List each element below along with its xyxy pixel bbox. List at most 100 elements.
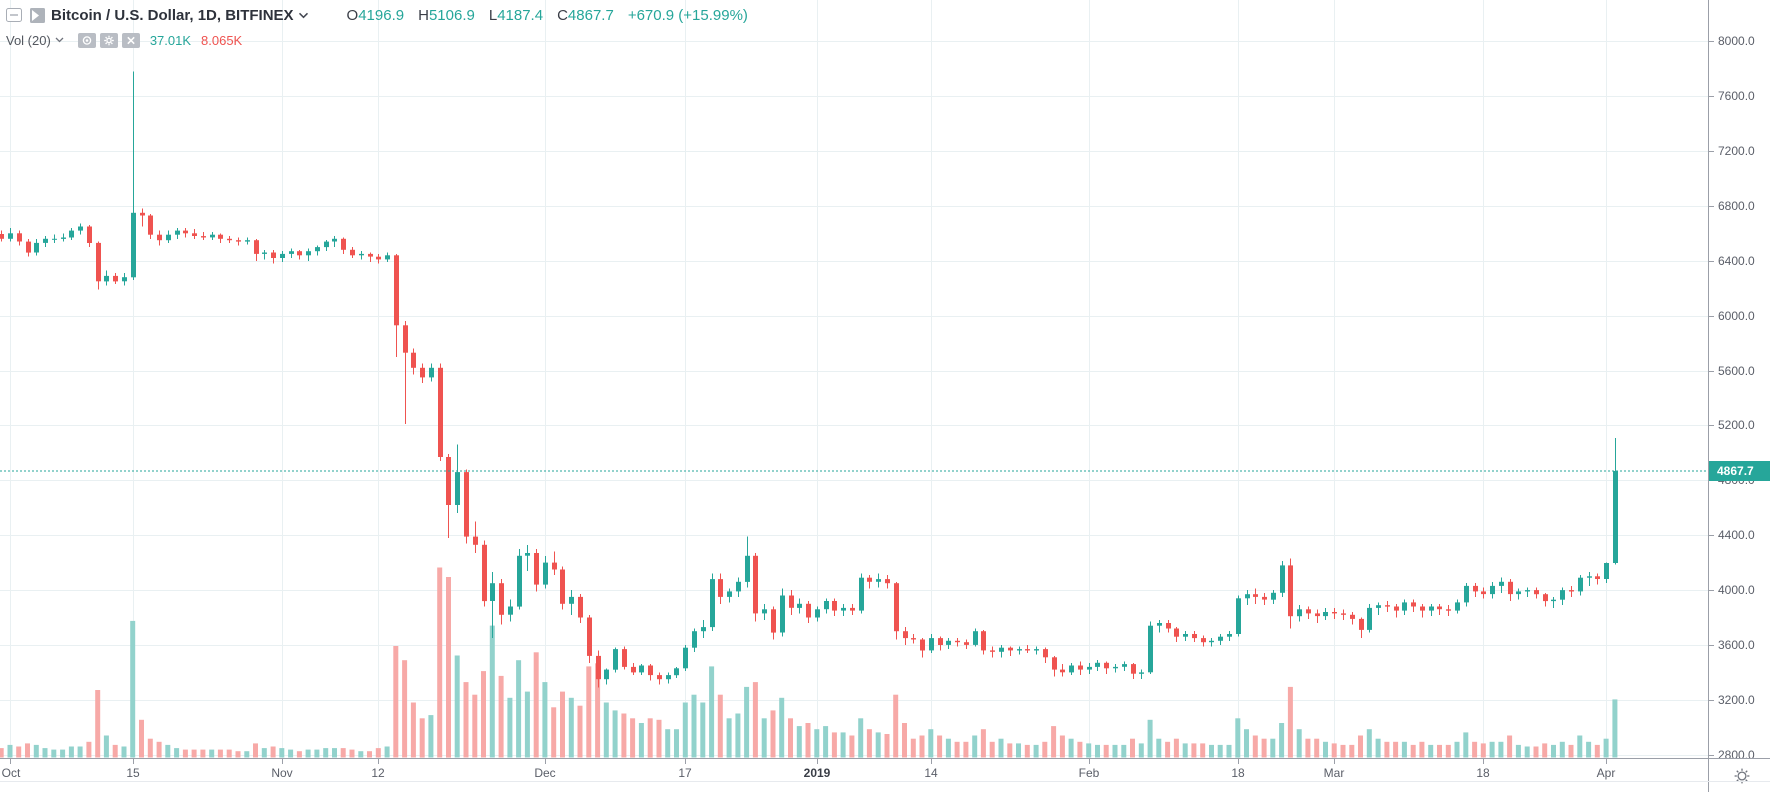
candle-body [692, 631, 697, 648]
axis-corner [1708, 758, 1770, 792]
price-axis-tick [1709, 151, 1714, 152]
volume-bar [7, 744, 13, 758]
volume-bar [1559, 741, 1565, 758]
volume-bar [95, 690, 101, 758]
time-axis[interactable]: Oct 15 Nov 12 Dec 17 2019 14 Feb 18 Mar 18 Apr [0, 758, 1708, 792]
volume-bar [1217, 744, 1223, 758]
candle-body [1306, 609, 1311, 614]
candle-body [1192, 634, 1197, 639]
candle-body [280, 253, 285, 258]
volume-bar [1051, 726, 1057, 758]
volume-bar [446, 577, 451, 758]
volume-bar [840, 732, 846, 758]
ohlc-low: L4187.4 [488, 6, 544, 24]
volume-bar [709, 666, 715, 758]
candle-body [1209, 640, 1214, 643]
volume-bar [858, 718, 864, 758]
candle-body [631, 666, 636, 673]
price-axis-label: 4400.0 [1718, 528, 1755, 542]
indicator-legend-row: Vol (20) [6, 30, 748, 50]
volume-bar [1173, 738, 1179, 758]
time-axis-tick [545, 759, 546, 764]
candle-body [104, 275, 109, 282]
volume-bar [1042, 741, 1048, 758]
candle-body [701, 627, 706, 632]
candle-body [938, 638, 943, 645]
candle-body [140, 212, 145, 216]
candle-body [1253, 594, 1258, 597]
volume-bar [1059, 735, 1065, 758]
volume-bar [516, 660, 522, 758]
volume-bar [1296, 729, 1302, 758]
candle-body [666, 675, 671, 680]
volume-bar [244, 751, 250, 758]
time-axis-label: 18 [1231, 766, 1245, 780]
collapse-legend-button[interactable] [6, 8, 22, 22]
candle-body [1227, 634, 1232, 637]
candle-body [894, 583, 899, 632]
volume-bar [288, 749, 294, 758]
candle-body [1323, 612, 1328, 617]
candle-body [648, 665, 653, 676]
time-axis-tick [1238, 759, 1239, 764]
candle-body [1034, 649, 1039, 651]
candle-body [254, 240, 259, 254]
candle-body [473, 536, 478, 545]
candle-body [1025, 649, 1030, 651]
time-axis-tick [1089, 759, 1090, 764]
candle-body [69, 230, 74, 238]
candlestick-chart[interactable] [0, 0, 1708, 758]
candle-body [1218, 636, 1223, 641]
volume-bar [1130, 738, 1135, 758]
candle-body [543, 562, 548, 585]
candle-body [482, 544, 487, 602]
volume-bar [612, 710, 618, 758]
volume-bar [928, 729, 934, 758]
candle-body [1341, 613, 1346, 615]
candle-body [192, 233, 197, 236]
volume-bar [1156, 738, 1162, 758]
candle-body [8, 233, 13, 239]
candle-body [1148, 625, 1153, 673]
volume-bar [1428, 744, 1434, 758]
candle-body [1473, 585, 1478, 592]
volume-bar [560, 691, 565, 758]
candle-body [464, 472, 469, 537]
volume-bar [866, 729, 872, 758]
candle-body [368, 253, 373, 257]
indicator-dropdown-caret-icon[interactable] [55, 37, 64, 43]
indicator-visibility-icon[interactable] [77, 32, 96, 48]
candle-body [824, 601, 829, 610]
candle-body [911, 638, 916, 640]
volume-bar [68, 746, 74, 758]
candle-body [674, 668, 679, 676]
volume-bar [156, 741, 162, 758]
candle-body [385, 255, 390, 260]
candle-body [560, 569, 565, 604]
symbol-dropdown-caret-icon[interactable] [298, 12, 309, 19]
volume-bar [174, 748, 180, 758]
volume-bar [1138, 743, 1144, 758]
price-axis-label: 3200.0 [1718, 693, 1755, 707]
volume-bar [60, 749, 66, 758]
candle-body [1402, 602, 1407, 611]
volume-bar [358, 751, 364, 758]
volume-bar [1077, 741, 1083, 758]
volume-bar [770, 710, 776, 758]
candle-body [762, 609, 767, 614]
candle-body [964, 642, 969, 645]
indicator-settings-icon[interactable] [99, 32, 118, 48]
indicator-remove-icon[interactable] [121, 32, 140, 48]
price-axis[interactable]: 8000.0 7600.0 7200.0 6800.0 6400.0 6000.0 5600… [1708, 0, 1770, 762]
volume-bar [919, 735, 925, 758]
symbol-title[interactable]: Bitcoin / U.S. Dollar, 1D, BITFINEX [51, 6, 294, 24]
candle-body [1367, 607, 1372, 630]
chart-settings-gear-icon[interactable] [1733, 767, 1751, 785]
volume-bar [1577, 735, 1583, 758]
candle-body [0, 234, 4, 239]
volume-bar [1252, 735, 1258, 758]
candle-body [1288, 565, 1293, 617]
candle-body [122, 277, 127, 282]
volume-bar [814, 729, 820, 758]
volume-bar [1366, 729, 1372, 758]
